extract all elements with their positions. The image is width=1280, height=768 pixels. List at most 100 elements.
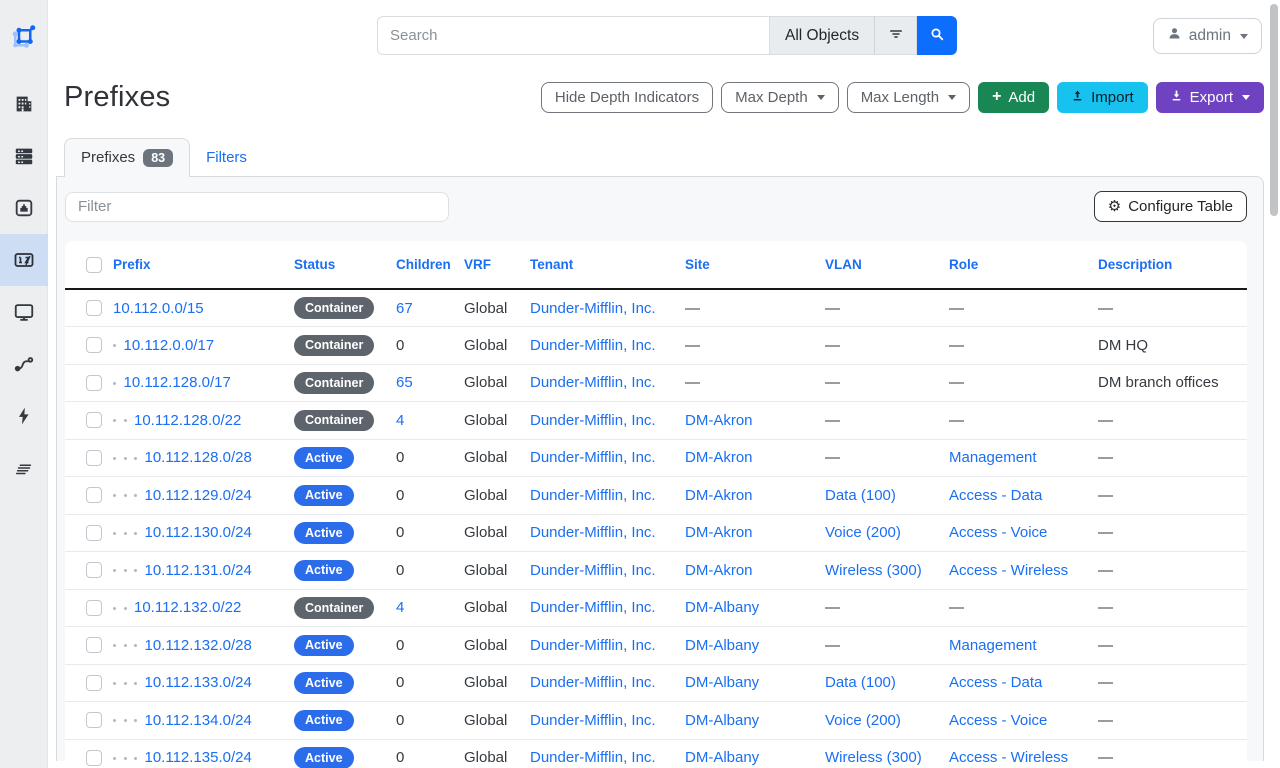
role-value[interactable]: Access - Voice (949, 711, 1048, 729)
tenant-link[interactable]: Dunder-Mifflin, Inc. (530, 674, 656, 692)
vlan-value[interactable]: Wireless (300) (825, 749, 922, 767)
row-checkbox[interactable] (86, 562, 102, 579)
site-value[interactable]: DM-Albany (685, 711, 760, 729)
row-checkbox[interactable] (86, 412, 102, 429)
role-value[interactable]: Management (949, 449, 1037, 467)
site-value[interactable]: DM-Albany (685, 749, 760, 767)
prefix-link[interactable]: 10.112.134.0/24 (144, 711, 252, 729)
sidebar-item-power[interactable] (0, 390, 48, 442)
user-menu-button[interactable]: admin (1152, 18, 1262, 54)
role-value[interactable]: Access - Data (949, 486, 1043, 504)
prefix-link[interactable]: 10.112.128.0/28 (144, 449, 252, 467)
prefix-link[interactable]: 10.112.131.0/24 (144, 561, 252, 579)
netbox-logo[interactable] (0, 0, 48, 78)
tenant-link[interactable]: Dunder-Mifflin, Inc. (530, 711, 656, 729)
prefix-link[interactable]: 10.112.128.0/22 (134, 411, 242, 429)
prefix-link[interactable]: 10.112.0.0/17 (123, 336, 215, 354)
select-all-checkbox[interactable] (86, 256, 102, 273)
sort-vlan[interactable]: VLAN (825, 257, 862, 272)
children-value[interactable]: 4 (396, 599, 405, 617)
row-checkbox[interactable] (86, 524, 102, 541)
role-value[interactable]: Management (949, 636, 1037, 654)
site-value[interactable]: DM-Albany (685, 636, 760, 654)
hide-depth-indicators-button[interactable]: Hide Depth Indicators (540, 81, 714, 113)
max-depth-dropdown[interactable]: Max Depth (721, 81, 839, 113)
prefix-link[interactable]: 10.112.129.0/24 (144, 486, 252, 504)
sort-status[interactable]: Status (294, 257, 336, 272)
global-search-input[interactable] (377, 16, 769, 55)
role-value[interactable]: Access - Data (949, 674, 1043, 692)
row-checkbox[interactable] (86, 712, 102, 729)
sort-description[interactable]: Description (1098, 257, 1173, 272)
vlan-value[interactable]: Voice (200) (825, 711, 901, 729)
tenant-link[interactable]: Dunder-Mifflin, Inc. (530, 449, 656, 467)
site-value[interactable]: DM-Akron (685, 524, 753, 542)
site-value[interactable]: DM-Akron (685, 449, 753, 467)
site-value[interactable]: DM-Akron (685, 486, 753, 504)
search-submit-button[interactable] (917, 16, 958, 55)
tenant-link[interactable]: Dunder-Mifflin, Inc. (530, 636, 656, 654)
row-checkbox[interactable] (86, 599, 102, 616)
site-value[interactable]: DM-Akron (685, 561, 753, 579)
add-button[interactable]: + Add (978, 81, 1050, 113)
tenant-link[interactable]: Dunder-Mifflin, Inc. (530, 336, 656, 354)
sort-site[interactable]: Site (685, 257, 710, 272)
site-value[interactable]: DM-Albany (685, 599, 760, 617)
vlan-value[interactable]: Voice (200) (825, 524, 901, 542)
import-button[interactable]: Import (1057, 81, 1148, 113)
prefix-link[interactable]: 10.112.135.0/24 (144, 749, 252, 767)
sidebar-item-circuits[interactable] (0, 338, 48, 390)
prefix-link[interactable]: 10.112.132.0/22 (134, 599, 242, 617)
tab-prefixes[interactable]: Prefixes 83 (64, 137, 191, 177)
prefix-link[interactable]: 10.112.132.0/28 (144, 636, 252, 654)
vlan-value[interactable]: Wireless (300) (825, 561, 922, 579)
row-checkbox[interactable] (86, 637, 102, 654)
sort-tenant[interactable]: Tenant (530, 257, 574, 272)
row-checkbox[interactable] (86, 300, 102, 316)
role-value[interactable]: Access - Voice (949, 524, 1048, 542)
max-length-dropdown[interactable]: Max Length (846, 81, 971, 113)
tenant-link[interactable]: Dunder-Mifflin, Inc. (530, 411, 656, 429)
role-value[interactable]: Access - Wireless (949, 749, 1069, 767)
tenant-link[interactable]: Dunder-Mifflin, Inc. (530, 374, 656, 392)
row-checkbox[interactable] (86, 674, 102, 691)
role-value[interactable]: Access - Wireless (949, 561, 1069, 579)
sort-prefix[interactable]: Prefix (113, 257, 151, 272)
children-value[interactable]: 4 (396, 411, 405, 429)
sidebar-item-ipam[interactable] (0, 234, 48, 286)
sidebar-item-organization[interactable] (0, 78, 48, 130)
vlan-value[interactable]: Data (100) (825, 486, 896, 504)
sidebar-item-connections[interactable] (0, 182, 48, 234)
sidebar-item-provisioning[interactable] (0, 442, 48, 494)
search-scope-button[interactable]: All Objects (769, 16, 875, 55)
tenant-link[interactable]: Dunder-Mifflin, Inc. (530, 561, 656, 579)
row-checkbox[interactable] (86, 337, 102, 354)
children-value[interactable]: 67 (396, 299, 413, 317)
children-value[interactable]: 65 (396, 374, 413, 392)
prefix-link[interactable]: 10.112.0.0/15 (113, 299, 204, 317)
sidebar-item-devices[interactable] (0, 130, 48, 182)
site-value[interactable]: DM-Albany (685, 674, 760, 692)
scrollbar-thumb[interactable] (1270, 4, 1278, 216)
prefix-link[interactable]: 10.112.128.0/17 (123, 374, 231, 392)
prefix-link[interactable]: 10.112.133.0/24 (144, 674, 252, 692)
prefix-link[interactable]: 10.112.130.0/24 (144, 524, 252, 542)
configure-table-button[interactable]: ⚙ Configure Table (1093, 191, 1247, 222)
sort-children[interactable]: Children (396, 257, 451, 272)
table-filter-input[interactable] (65, 191, 449, 222)
export-dropdown[interactable]: Export (1155, 81, 1264, 113)
sort-role[interactable]: Role (949, 257, 979, 272)
tenant-link[interactable]: Dunder-Mifflin, Inc. (530, 299, 656, 317)
site-value[interactable]: DM-Akron (685, 411, 753, 429)
tenant-link[interactable]: Dunder-Mifflin, Inc. (530, 749, 656, 767)
search-filter-button[interactable] (874, 16, 918, 55)
row-checkbox[interactable] (86, 749, 102, 766)
row-checkbox[interactable] (86, 449, 102, 466)
tenant-link[interactable]: Dunder-Mifflin, Inc. (530, 599, 656, 617)
tenant-link[interactable]: Dunder-Mifflin, Inc. (530, 486, 656, 504)
window-scrollbar[interactable] (1266, 0, 1280, 768)
vlan-value[interactable]: Data (100) (825, 674, 896, 692)
tab-filters[interactable]: Filters (206, 149, 247, 166)
sort-vrf[interactable]: VRF (464, 257, 491, 272)
row-checkbox[interactable] (86, 487, 102, 504)
